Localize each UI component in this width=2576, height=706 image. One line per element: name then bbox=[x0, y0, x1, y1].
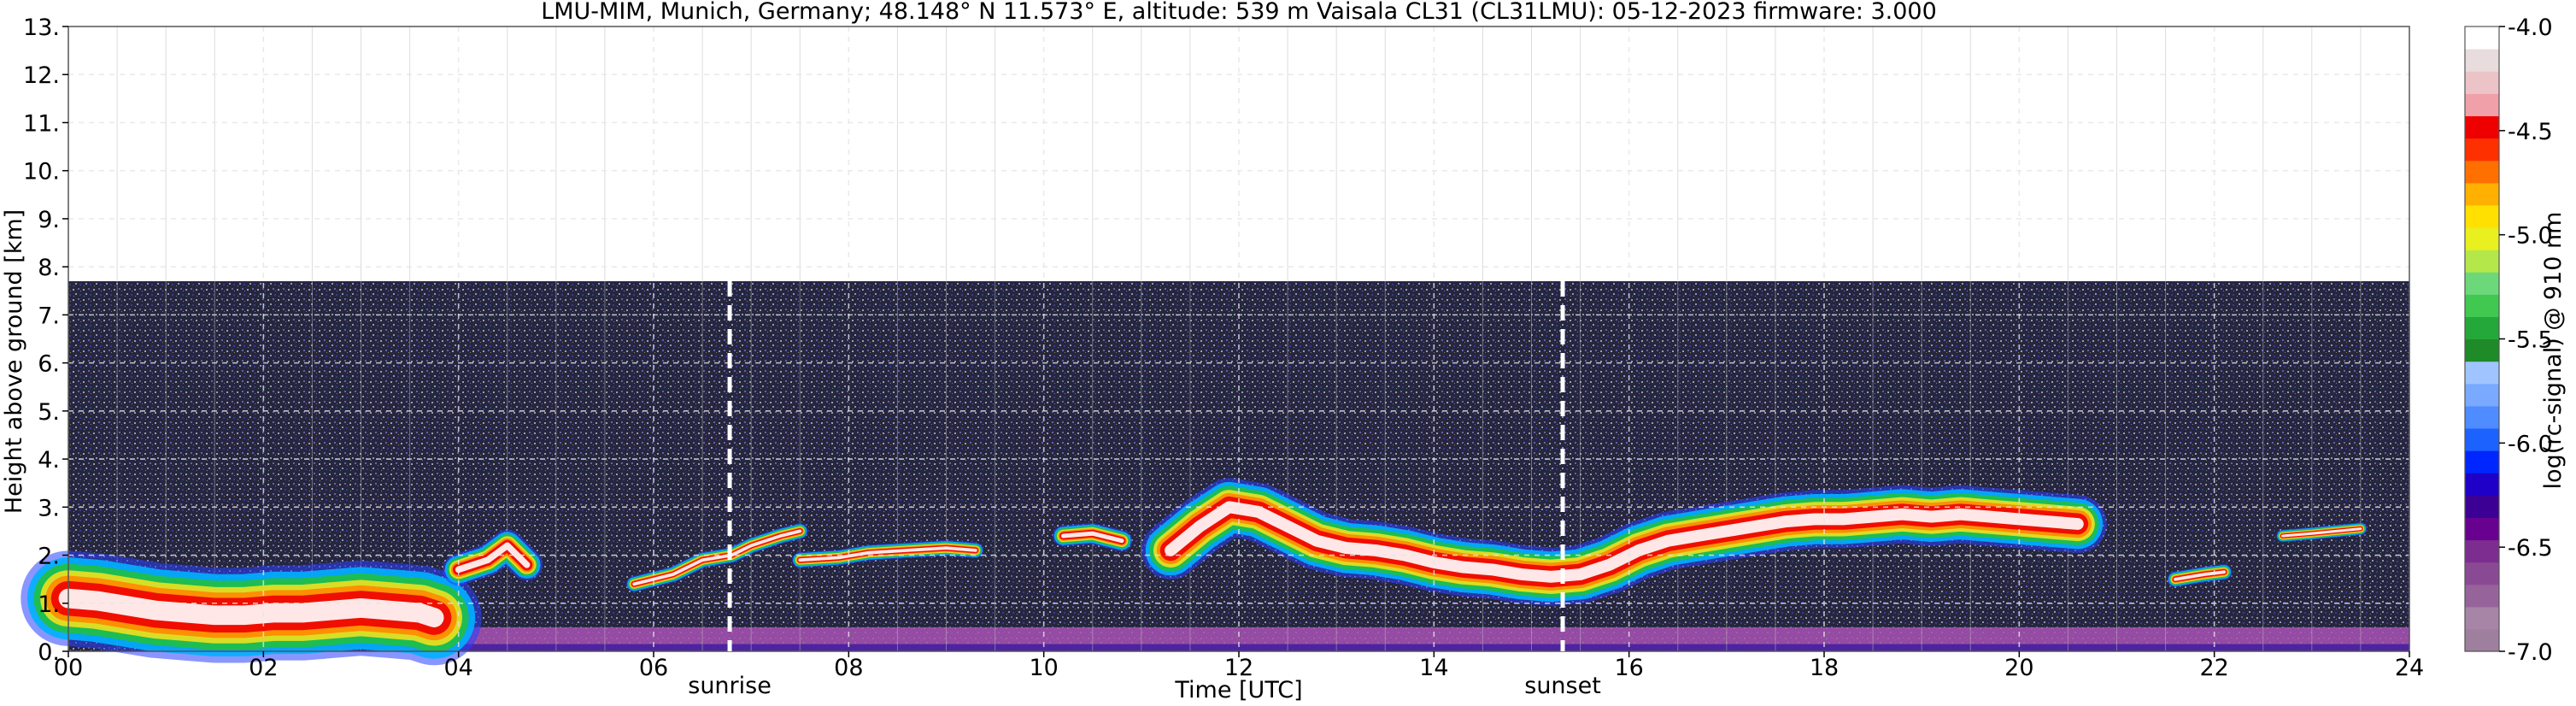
x-tick-label: 06 bbox=[639, 655, 668, 681]
layer-band bbox=[1060, 531, 1124, 544]
colorbar-segment bbox=[2465, 628, 2499, 652]
colorbar-segment bbox=[2465, 115, 2499, 139]
y-tick-label: 2. bbox=[38, 544, 60, 570]
x-tick-label: 16 bbox=[1614, 655, 1643, 681]
x-tick-label: 12 bbox=[1224, 655, 1253, 681]
colorbar-tick-label: -6.5 bbox=[2508, 535, 2553, 562]
colorbar: -7.0 -6.5 -6.0 -5.5 -5.0 -4.5 -4.0 bbox=[2464, 15, 2553, 666]
surface-layer-base bbox=[429, 644, 2409, 651]
chart-title: LMU-MIM, Munich, Germany; 48.148° N 11.5… bbox=[541, 0, 1937, 25]
x-tick-label: 14 bbox=[1419, 655, 1448, 681]
colorbar-tick-label: -6.0 bbox=[2508, 431, 2553, 457]
colorbar-segment bbox=[2465, 473, 2499, 496]
layer-thin-layer-morning bbox=[792, 539, 984, 568]
x-tick-label: 22 bbox=[2199, 655, 2228, 681]
y-axis-ticks: 0. 1. 2. 3. 4. 5. 6. 7. 8. 9. 10. 11. 12. 13. bbox=[23, 15, 68, 666]
colorbar-tick-label: -5.0 bbox=[2508, 223, 2553, 250]
y-tick-label: 7. bbox=[38, 303, 60, 329]
y-tick-label: 10. bbox=[23, 159, 60, 185]
colorbar-tick-label: -4.5 bbox=[2508, 119, 2553, 145]
colorbar-segment bbox=[2465, 182, 2499, 206]
colorbar-segment bbox=[2465, 383, 2499, 407]
y-tick-label: 1. bbox=[38, 591, 60, 618]
x-tick-label: 20 bbox=[2004, 655, 2033, 681]
y-tick-label: 9. bbox=[38, 207, 60, 233]
x-tick-label: 10 bbox=[1029, 655, 1058, 681]
layer-band bbox=[1165, 501, 2084, 583]
plot-area bbox=[21, 26, 2410, 666]
colorbar-segment bbox=[2465, 517, 2499, 541]
colorbar-segment bbox=[2465, 160, 2499, 184]
colorbar-segment bbox=[2465, 71, 2499, 94]
layer-band bbox=[2281, 527, 2362, 538]
y-tick-label: 6. bbox=[38, 351, 60, 378]
colorbar-segment bbox=[2465, 294, 2499, 317]
annotations: sunrise sunset bbox=[688, 281, 1601, 699]
marker-label-sunrise: sunrise bbox=[688, 673, 772, 699]
colorbar-tick-label: -5.5 bbox=[2508, 327, 2553, 354]
x-tick-label: 24 bbox=[2395, 655, 2424, 681]
layer-main-cloud-layer bbox=[1141, 478, 2107, 606]
y-tick-label: 4. bbox=[38, 447, 60, 474]
colorbar-segment bbox=[2465, 93, 2499, 117]
layer-residual-layer bbox=[21, 550, 482, 666]
colorbar-segment bbox=[2465, 26, 2499, 50]
layer-mid-layer-morning bbox=[443, 529, 543, 585]
colorbar-segment bbox=[2465, 405, 2499, 429]
colorbar-tick-label: -4.0 bbox=[2508, 15, 2553, 41]
colorbar-tick-label: -7.0 bbox=[2508, 639, 2553, 666]
x-tick-label: 08 bbox=[834, 655, 863, 681]
colorbar-segment bbox=[2465, 584, 2499, 608]
layer-band bbox=[58, 588, 444, 627]
layer-band bbox=[2174, 570, 2226, 581]
colorbar-segment bbox=[2465, 427, 2499, 451]
y-tick-label: 13. bbox=[23, 15, 60, 41]
colorbar-segment bbox=[2465, 272, 2499, 295]
x-tick-label: 00 bbox=[54, 655, 83, 681]
x-axis-ticks: 00 02 04 06 08 10 12 14 16 18 20 22 24 bbox=[54, 651, 2424, 681]
marker-label-sunset: sunset bbox=[1524, 673, 1601, 699]
x-axis-label: Time [UTC] bbox=[1174, 677, 1302, 703]
layer-isolated-layer-evening bbox=[2167, 563, 2233, 587]
y-tick-label: 0. bbox=[38, 639, 60, 666]
y-tick-label: 8. bbox=[38, 255, 60, 281]
colorbar-segment bbox=[2465, 539, 2499, 563]
layer-band bbox=[455, 542, 531, 574]
y-tick-label: 5. bbox=[38, 399, 60, 426]
colorbar-segment bbox=[2465, 250, 2499, 273]
colorbar-segment bbox=[2465, 204, 2499, 228]
y-axis-label: Height above ground [km] bbox=[1, 209, 27, 514]
colorbar-segment bbox=[2465, 450, 2499, 474]
colorbar-segment bbox=[2465, 562, 2499, 585]
colorbar-segment bbox=[2465, 606, 2499, 630]
colorbar-segment bbox=[2465, 316, 2499, 340]
colorbar-segment bbox=[2465, 361, 2499, 385]
colorbar-segment bbox=[2465, 138, 2499, 162]
x-tick-label: 02 bbox=[249, 655, 278, 681]
colorbar-segment bbox=[2465, 227, 2499, 250]
y-tick-label: 3. bbox=[38, 495, 60, 521]
colorbar-segment bbox=[2465, 49, 2499, 72]
colorbar-segment bbox=[2465, 495, 2499, 518]
y-tick-label: 12. bbox=[23, 62, 60, 89]
layer-thin-layer-late-morning bbox=[1053, 522, 1133, 552]
x-tick-label: 04 bbox=[443, 655, 472, 681]
x-tick-label: 18 bbox=[1810, 655, 1839, 681]
colorbar-label: log(rc-signal) @ 910 nm bbox=[2540, 212, 2567, 490]
y-tick-label: 11. bbox=[23, 110, 60, 137]
colorbar-segment bbox=[2465, 338, 2499, 362]
layer-band bbox=[798, 546, 977, 562]
layer-isolated-layer-night bbox=[2276, 522, 2368, 543]
